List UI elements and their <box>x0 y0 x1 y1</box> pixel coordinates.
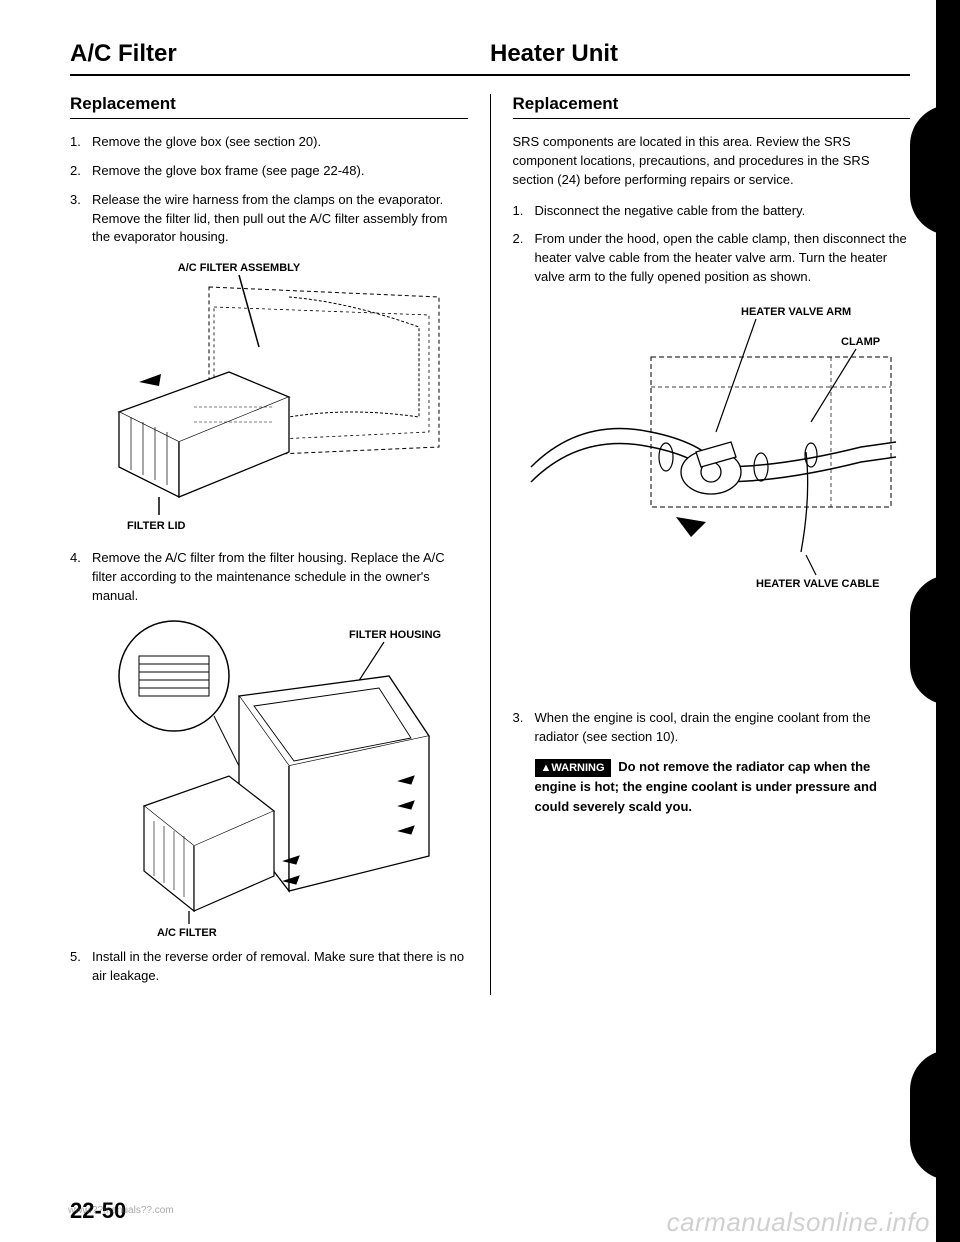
step: Remove the A/C filter from the filter ho… <box>70 549 468 606</box>
warning-block: ▲WARNING Do not remove the radiator cap … <box>535 757 911 817</box>
step: Disconnect the negative cable from the b… <box>513 202 911 221</box>
fig-label-filter: A/C FILTER <box>157 927 217 936</box>
right-section-title: Replacement <box>513 94 911 119</box>
left-column: Replacement Remove the glove box (see se… <box>70 94 491 995</box>
step-text: From under the hood, open the cable clam… <box>535 230 911 287</box>
fig-label-cable: HEATER VALVE CABLE <box>756 578 879 590</box>
step-text: Install in the reverse order of removal.… <box>92 948 468 986</box>
right-intro: SRS components are located in this area.… <box>513 133 911 190</box>
step: From under the hood, open the cable clam… <box>513 230 911 287</box>
step-text: When the engine is cool, drain the engin… <box>535 709 911 747</box>
figure-ac-assembly: A/C FILTER ASSEMBLY <box>70 257 468 537</box>
step: Install in the reverse order of removal.… <box>70 948 468 986</box>
step-text: Remove the glove box (see section 20). <box>92 133 468 152</box>
fig-label-housing: FILTER HOUSING <box>349 629 441 641</box>
step-text: Disconnect the negative cable from the b… <box>535 202 911 221</box>
fig-label-clamp: CLAMP <box>841 336 880 348</box>
step-text: Remove the A/C filter from the filter ho… <box>92 549 468 606</box>
header-row: A/C Filter Heater Unit <box>70 40 910 76</box>
step-text: Remove the glove box frame (see page 22-… <box>92 162 468 181</box>
figure-filter-housing: FILTER HOUSING <box>70 616 468 936</box>
watermark-bottom-right: carmanualsonline.info <box>667 1207 930 1238</box>
figure-heater-valve: HEATER VALVE ARM CLAMP <box>513 297 911 617</box>
right-steps: Disconnect the negative cable from the b… <box>513 202 911 287</box>
step-text: Release the wire harness from the clamps… <box>92 191 468 248</box>
page-container: A/C Filter Heater Unit Replacement Remov… <box>0 0 960 1242</box>
step: Release the wire harness from the clamps… <box>70 191 468 248</box>
fig-label-lid: FILTER LID <box>127 520 186 532</box>
content-row: Replacement Remove the glove box (see se… <box>70 94 910 995</box>
left-steps: Remove the glove box (see section 20). R… <box>70 133 468 247</box>
left-steps-cont: Remove the A/C filter from the filter ho… <box>70 549 468 606</box>
warning-badge: ▲WARNING <box>535 759 611 778</box>
step: Remove the glove box frame (see page 22-… <box>70 162 468 181</box>
step: When the engine is cool, drain the engin… <box>513 709 911 747</box>
left-section-title: Replacement <box>70 94 468 119</box>
header-left: A/C Filter <box>70 40 490 68</box>
header-right: Heater Unit <box>490 40 910 68</box>
fig-label-assembly: A/C FILTER ASSEMBLY <box>178 262 301 274</box>
fig-label-arm: HEATER VALVE ARM <box>741 306 851 318</box>
left-steps-cont2: Install in the reverse order of removal.… <box>70 948 468 986</box>
step: Remove the glove box (see section 20). <box>70 133 468 152</box>
watermark-url-left: www.??manuals??.com <box>68 1205 174 1216</box>
right-column: Replacement SRS components are located i… <box>491 94 911 995</box>
right-steps-cont: When the engine is cool, drain the engin… <box>513 709 911 747</box>
